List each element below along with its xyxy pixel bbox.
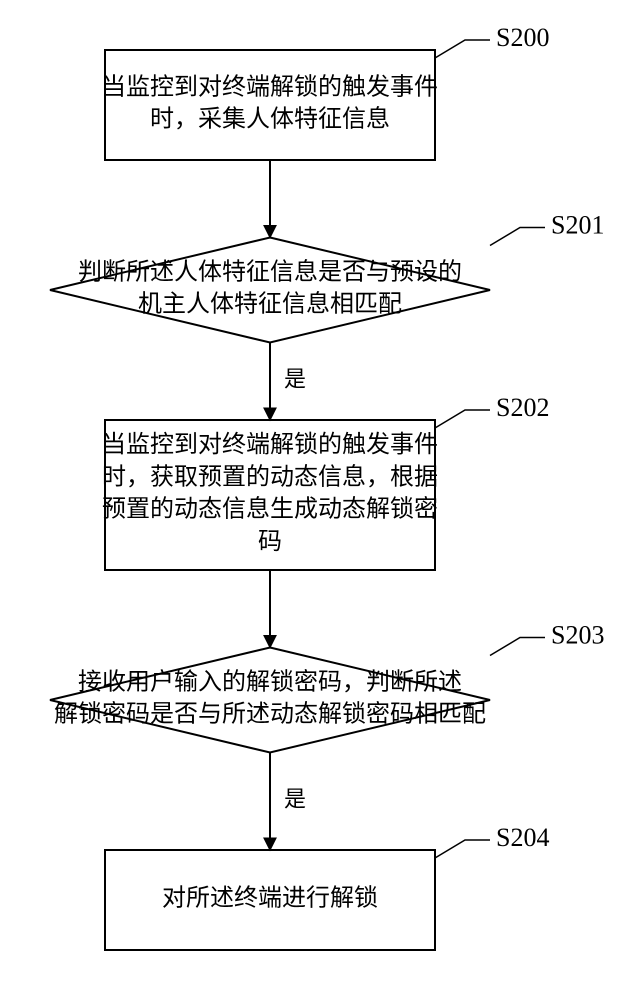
node-label: S200 [496, 23, 549, 52]
node-s200: 当监控到对终端解锁的触发事件时，采集人体特征信息 S200 [102, 23, 549, 160]
node-text: 当监控到对终端解锁的触发事件 [102, 73, 438, 100]
node-text: 时，采集人体特征信息 [150, 106, 390, 133]
node-s203: 接收用户输入的解锁密码，判断所述解锁密码是否与所述动态解锁密码相匹配 S203 [50, 620, 604, 752]
edge-label: 是 [284, 366, 306, 391]
node-label: S201 [551, 210, 604, 239]
edge-label: 是 [284, 786, 306, 811]
node-text: 机主人体特征信息相匹配 [138, 291, 402, 318]
node-s201: 判断所述人体特征信息是否与预设的机主人体特征信息相匹配 S201 [50, 210, 604, 342]
node-s204: 对所述终端进行解锁 S204 [105, 823, 549, 950]
node-text: 预置的动态信息生成动态解锁密 [102, 496, 438, 523]
node-label: S203 [551, 620, 604, 649]
node-s202: 当监控到对终端解锁的触发事件时，获取预置的动态信息，根据预置的动态信息生成动态解… [102, 393, 549, 570]
node-text: 判断所述人体特征信息是否与预设的 [78, 258, 462, 285]
node-label: S202 [496, 393, 549, 422]
node-label: S204 [496, 823, 549, 852]
node-text: 接收用户输入的解锁密码，判断所述 [78, 668, 462, 695]
node-text: 时，获取预置的动态信息，根据 [102, 463, 438, 490]
node-text: 解锁密码是否与所述动态解锁密码相匹配 [54, 701, 486, 728]
node-text: 对所述终端进行解锁 [162, 885, 378, 912]
node-text: 当监控到对终端解锁的触发事件 [102, 431, 438, 458]
node-text: 码 [258, 529, 282, 555]
